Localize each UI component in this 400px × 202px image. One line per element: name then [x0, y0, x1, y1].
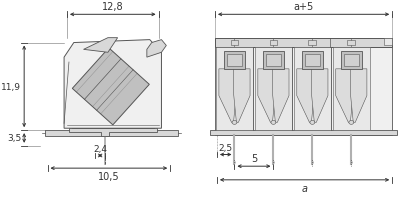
Ellipse shape [349, 121, 354, 125]
Bar [215, 38, 392, 48]
Text: 2,5: 2,5 [219, 143, 233, 152]
Polygon shape [311, 69, 328, 123]
Bar [263, 52, 284, 69]
Bar [255, 48, 292, 130]
Bar [224, 52, 245, 69]
Bar [302, 52, 323, 69]
Text: 5: 5 [251, 154, 257, 163]
Polygon shape [147, 40, 166, 58]
Bar [210, 130, 397, 135]
Polygon shape [69, 129, 156, 136]
Bar [384, 38, 392, 46]
Bar [270, 40, 277, 46]
Ellipse shape [271, 121, 276, 125]
Text: 11,9: 11,9 [1, 82, 21, 91]
Polygon shape [350, 69, 367, 123]
Text: 10,5: 10,5 [98, 171, 120, 181]
Bar [227, 55, 242, 67]
Bar [230, 40, 238, 46]
Text: 2,4: 2,4 [93, 144, 107, 153]
Ellipse shape [232, 121, 237, 125]
Polygon shape [297, 69, 314, 123]
Bar [294, 48, 331, 130]
Bar [215, 48, 392, 135]
Bar [45, 130, 178, 136]
Bar [266, 55, 281, 67]
Polygon shape [336, 69, 353, 123]
Bar [216, 48, 253, 130]
Ellipse shape [310, 121, 315, 125]
Polygon shape [272, 69, 289, 123]
Text: 12,8: 12,8 [102, 2, 124, 12]
Bar [308, 40, 316, 46]
Text: a+5: a+5 [294, 2, 314, 12]
Polygon shape [219, 69, 236, 123]
Bar [348, 40, 355, 46]
Text: a: a [302, 183, 308, 193]
Polygon shape [258, 69, 275, 123]
Polygon shape [72, 49, 149, 125]
Polygon shape [84, 38, 118, 53]
Text: 3,5: 3,5 [7, 134, 21, 143]
Bar [333, 48, 370, 130]
Bar [344, 55, 359, 67]
Polygon shape [64, 40, 162, 129]
Bar [341, 52, 362, 69]
Bar [304, 55, 320, 67]
Polygon shape [234, 69, 250, 123]
